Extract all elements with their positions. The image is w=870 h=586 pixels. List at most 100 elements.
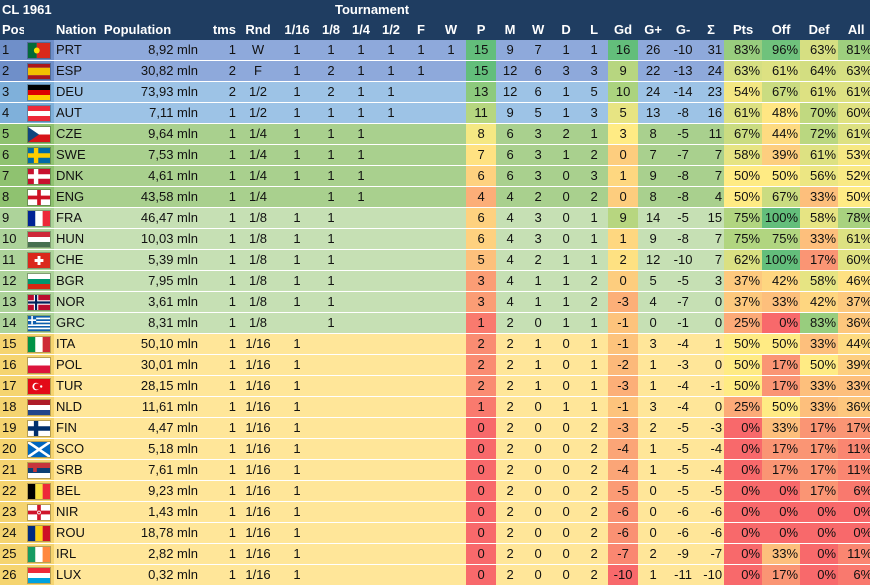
table-row[interactable]: 6 SWE 7,53 mln 1 1/4 1 1 1 7 6 3 1 2 0 7 -7 7 58% 39% 61% 53… [0,144,870,166]
col-header-goals-against[interactable]: G- [668,20,699,40]
goals-against-cell: -4 [668,375,699,397]
col-header-final[interactable]: F [406,20,437,40]
matches-cell: 2 [496,417,525,439]
winner-cell [436,291,467,313]
matches-cell: 4 [496,228,525,250]
col-header-sigma[interactable]: Σ [698,20,725,40]
sigma-cell: 0 [698,354,725,376]
round-1-4-cell: 1 [346,60,377,82]
sigma-cell: 11 [698,123,725,145]
table-row[interactable]: 11 CHE 5,39 mln 1 1/8 1 1 5 4 2 1 1 2 12 -10 7 62% 100% 17… [0,249,870,271]
pos-cell: 18 [0,396,24,418]
population-cell: 8,31 mln [102,312,200,334]
col-header-def[interactable]: Def [800,20,839,40]
table-row[interactable]: 15 ITA 50,10 mln 1 1/16 1 2 2 1 0 1 -1 3 -4 1 50% 50% 33%… [0,333,870,355]
table-row[interactable]: 26 LUX 0,32 mln 1 1/16 1 0 2 0 0 2 -10 1 -11 -10 0% 17% 0… [0,564,870,586]
rnd-cell: 1/8 [238,291,279,313]
losses-cell: 2 [580,438,609,460]
population-cell: 5,18 mln [102,438,200,460]
col-header-goal-diff[interactable]: Gd [608,20,639,40]
table-row[interactable]: 3 DEU 73,93 mln 2 1/2 1 2 1 1 13 12 6 1 5 10 24 -14 23 54%… [0,81,870,103]
all-pct-cell: 44% [838,333,870,355]
col-header-nation[interactable]: Nation [54,20,102,40]
nation-cell: FIN [54,417,102,439]
sigma-cell: 16 [698,102,725,124]
table-row[interactable]: 9 FRA 46,47 mln 1 1/8 1 1 6 4 3 0 1 9 14 -5 15 75% 100% 58… [0,207,870,229]
col-header-points[interactable]: P [466,20,497,40]
winner-cell [436,501,467,523]
table-row[interactable]: 16 POL 30,01 mln 1 1/16 1 2 2 1 0 1 -2 1 -3 0 50% 17% 50%… [0,354,870,376]
col-header-draws[interactable]: D [552,20,581,40]
table-row[interactable]: 7 DNK 4,61 mln 1 1/4 1 1 1 6 6 3 0 3 1 9 -8 7 50% 50% 56% 52… [0,165,870,187]
table-row[interactable]: 18 NLD 11,61 mln 1 1/16 1 1 2 0 1 1 -1 3 -4 0 25% 50% 33%… [0,396,870,418]
tournament-header: Tournament [278,0,467,20]
table-row[interactable]: 2 ESP 30,82 mln 2 F 1 2 1 1 1 15 12 6 3 3 9 22 -13 24 63% 61… [0,60,870,82]
points-cell: 3 [466,291,497,313]
losses-cell: 1 [580,333,609,355]
col-header-population[interactable]: Population [102,20,200,40]
col-header-rnd[interactable]: Rnd [238,20,279,40]
round-1-4-cell: 1 [346,165,377,187]
points-cell: 15 [466,60,497,82]
table-row[interactable]: 25 IRL 2,82 mln 1 1/16 1 0 2 0 0 2 -7 2 -9 -7 0% 33% 0% 11… [0,543,870,565]
table-row[interactable]: 5 CZE 9,64 mln 1 1/4 1 1 1 8 6 3 2 1 3 8 -5 11 67% 44% 72% 6… [0,123,870,145]
round-1-4-cell [346,564,377,586]
col-header-1-8[interactable]: 1/8 [316,20,347,40]
col-header-tms[interactable]: tms [200,20,238,40]
rnd-cell: 1/16 [238,375,279,397]
table-row[interactable]: 4 AUT 7,11 mln 1 1/2 1 1 1 1 11 9 5 1 3 5 13 -8 16 61% 48% 7… [0,102,870,124]
tms-cell: 1 [200,522,238,544]
round-1-16-cell: 1 [278,207,317,229]
tms-cell: 1 [200,186,238,208]
col-header-1-16[interactable]: 1/16 [278,20,317,40]
table-row[interactable]: 20 SCO 5,18 mln 1 1/16 1 0 2 0 0 2 -4 1 -5 -4 0% 17% 17% 1… [0,438,870,460]
col-header-matches[interactable]: M [496,20,525,40]
col-header-winner[interactable]: W [436,20,467,40]
col-header-goals-for[interactable]: G+ [638,20,669,40]
final-cell [406,354,437,376]
col-header-off[interactable]: Off [762,20,801,40]
table-row[interactable]: 12 BGR 7,95 mln 1 1/8 1 1 3 4 1 1 2 0 5 -5 3 37% 42% 58% 46… [0,270,870,292]
def-pct-cell: 83% [800,312,839,334]
goal-diff-cell: 0 [608,270,639,292]
col-header-1-2[interactable]: 1/2 [376,20,407,40]
table-row[interactable]: 13 NOR 3,61 mln 1 1/8 1 1 3 4 1 1 2 -3 4 -7 0 37% 33% 42% 3… [0,291,870,313]
table-row[interactable]: 8 ENG 43,58 mln 1 1/4 1 1 4 4 2 0 2 0 8 -8 4 50% 67% 33% 50… [0,186,870,208]
col-header-wins[interactable]: W [524,20,553,40]
round-1-8-cell: 2 [316,81,347,103]
table-row[interactable]: 10 HUN 10,03 mln 1 1/8 1 1 6 4 3 0 1 1 9 -8 7 75% 75% 33% 6… [0,228,870,250]
goals-for-cell: 24 [638,81,669,103]
col-header-losses[interactable]: L [580,20,609,40]
losses-cell: 1 [580,312,609,334]
table-row[interactable]: 17 TUR 28,15 mln 1 1/16 1 2 2 1 0 1 -3 1 -4 -1 50% 17% 33… [0,375,870,397]
off-pct-cell: 50% [762,165,801,187]
winner-cell [436,375,467,397]
table-row[interactable]: 1 PRT 8,92 mln 1 W 1 1 1 1 1 1 15 9 7 1 1 16 26 -10 31 83% 96… [0,40,870,61]
col-header-1-4[interactable]: 1/4 [346,20,377,40]
population-cell: 30,01 mln [102,354,200,376]
off-pct-cell: 67% [762,186,801,208]
col-header-pos[interactable]: Pos [0,20,24,40]
draws-cell: 0 [552,522,581,544]
table-row[interactable]: 21 SRB 7,61 mln 1 1/16 1 0 2 0 0 2 -4 1 -5 -4 0% 17% 17% 1… [0,459,870,481]
nation-cell: NOR [54,291,102,313]
table-row[interactable]: 19 FIN 4,47 mln 1 1/16 1 0 2 0 0 2 -3 2 -5 -3 0% 33% 17% 1… [0,417,870,439]
goals-for-cell: 13 [638,102,669,124]
off-pct-cell: 17% [762,375,801,397]
pos-cell: 1 [0,40,24,61]
round-1-8-cell [316,459,347,481]
table-row[interactable]: 14 GRC 8,31 mln 1 1/8 1 1 2 0 1 1 -1 0 -1 0 25% 0% 83% 36% [0,312,870,334]
column-header-row: Pos Nation Population tms Rnd 1/16 1/8 1… [0,20,870,40]
pos-cell: 4 [0,102,24,124]
off-pct-cell: 17% [762,459,801,481]
round-1-4-cell [346,459,377,481]
title-row: CL 1961 Tournament [0,0,870,20]
col-header-pts[interactable]: Pts [724,20,763,40]
draws-cell: 0 [552,480,581,502]
nation-cell: POL [54,354,102,376]
flag-cell [24,291,54,313]
col-header-all[interactable]: All [838,20,870,40]
